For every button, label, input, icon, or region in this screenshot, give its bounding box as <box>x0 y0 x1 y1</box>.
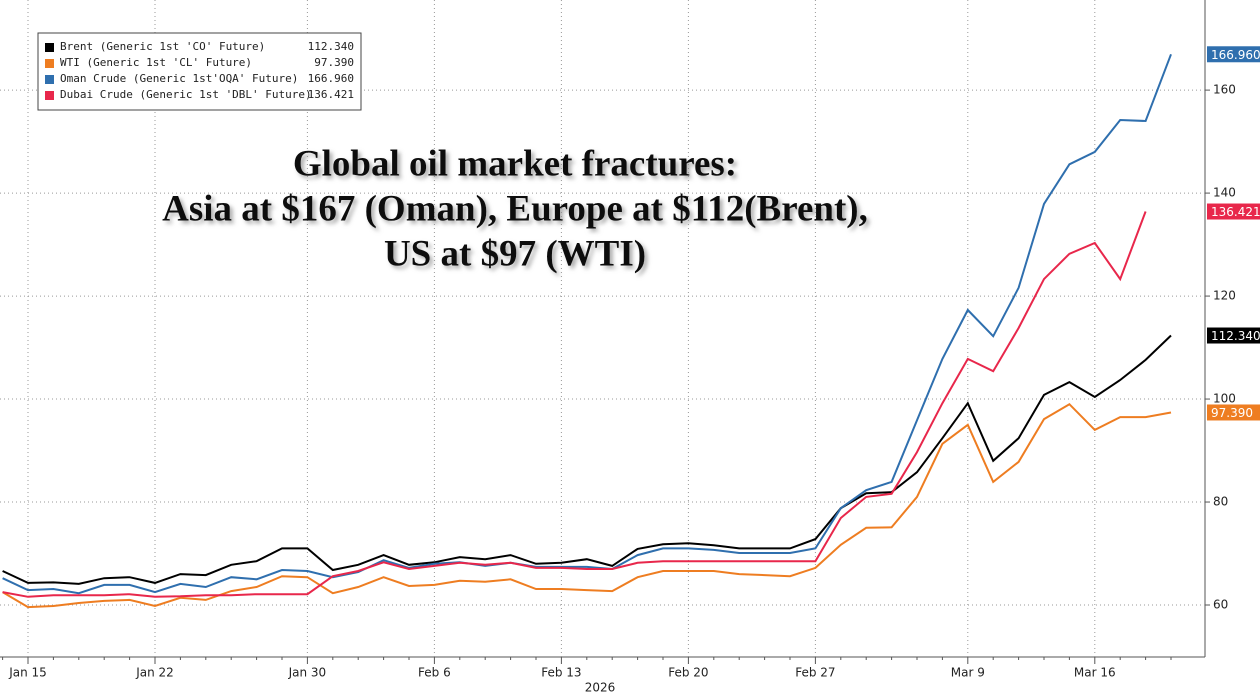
y-tick-label: 80 <box>1213 495 1228 509</box>
legend: Brent (Generic 1st 'CO' Future) 112.340 WT… <box>37 32 362 111</box>
x-tick-label: Mar 9 <box>951 666 985 680</box>
legend-swatch <box>45 91 54 100</box>
series-line <box>2 211 1147 598</box>
x-tick-label: Jan 22 <box>135 666 174 680</box>
y-tick-label: 140 <box>1213 186 1236 200</box>
x-axis-label: 2026 <box>585 681 616 695</box>
value-label: 166.960 <box>1211 48 1260 62</box>
legend-label: Oman Crude (Generic 1st'OQA' Future) <box>60 72 298 85</box>
x-tick-label: Feb 6 <box>418 666 451 680</box>
value-label-box <box>1207 203 1260 220</box>
y-tick-label: 100 <box>1213 392 1236 406</box>
value-label: 97.390 <box>1211 406 1253 420</box>
legend-value: 97.390 <box>314 56 354 69</box>
y-tick-label: 160 <box>1213 83 1236 97</box>
legend-value: 112.340 <box>308 40 354 53</box>
x-tick-label: Jan 15 <box>8 666 47 680</box>
value-label-box <box>1207 327 1260 344</box>
legend-swatch <box>45 75 54 84</box>
x-tick-label: Jan 30 <box>288 666 327 680</box>
chart-title: US at $97 (WTI) <box>384 233 646 274</box>
x-tick-label: Feb 13 <box>541 666 581 680</box>
x-tick-label: Feb 27 <box>795 666 835 680</box>
x-tick-label: Feb 20 <box>668 666 708 680</box>
legend-label: Dubai Crude (Generic 1st 'DBL' Future) <box>60 88 312 101</box>
y-tick-label: 120 <box>1213 289 1236 303</box>
series-line <box>2 334 1172 585</box>
chart-title: Global oil market fractures: <box>293 143 737 184</box>
legend-swatch <box>45 43 54 52</box>
series-line <box>2 402 1172 609</box>
legend-box <box>37 32 362 111</box>
legend-swatch <box>45 59 54 68</box>
y-tick-label: 60 <box>1213 598 1228 612</box>
legend-label: Brent (Generic 1st 'CO' Future) <box>60 40 265 53</box>
x-tick-label: Mar 16 <box>1074 666 1116 680</box>
series-line <box>2 53 1172 595</box>
legend-label: WTI (Generic 1st 'CL' Future) <box>60 56 252 69</box>
value-label-box <box>1207 46 1260 63</box>
chart-title: Asia at $167 (Oman), Europe at $112(Bren… <box>162 188 868 229</box>
value-label-box <box>1207 404 1260 421</box>
value-label: 136.421 <box>1211 205 1260 219</box>
legend-value: 136.421 <box>308 88 354 101</box>
legend-value: 166.960 <box>308 72 354 85</box>
value-label: 112.340 <box>1211 329 1260 343</box>
